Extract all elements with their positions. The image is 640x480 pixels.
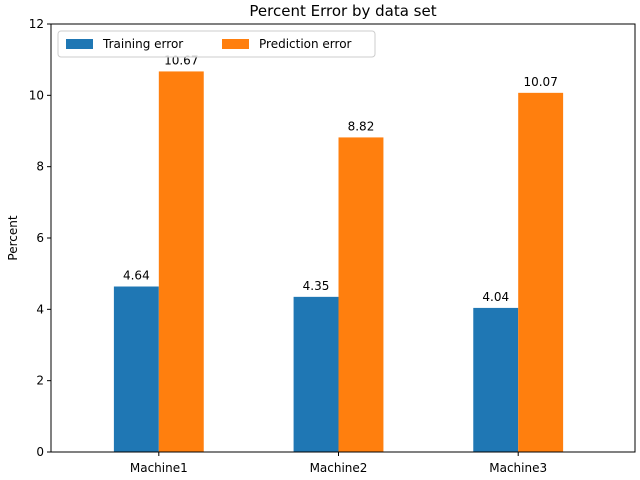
y-tick-label: 2 [36, 374, 44, 388]
bar-prediction-error-machine1 [158, 71, 204, 452]
data-label: 4.35 [303, 279, 330, 293]
x-tick-label: Machine1 [130, 461, 188, 475]
legend: Training error Prediction error [57, 30, 376, 58]
y-tick-label: 10 [29, 88, 44, 102]
y-tick-label: 4 [36, 302, 44, 316]
y-axis-label: Percent [6, 215, 20, 260]
data-label: 4.64 [123, 269, 150, 283]
plot-area: 4.644.354.0410.678.8210.07024681012Machi… [29, 17, 636, 475]
legend-box [57, 30, 376, 58]
bar-training-error-machine2 [293, 296, 339, 452]
legend-label: Training error [102, 37, 183, 51]
y-tick-label: 6 [36, 231, 44, 245]
data-label: 10.07 [523, 75, 557, 89]
legend-swatch [222, 39, 249, 49]
data-label: 4.04 [482, 290, 509, 304]
y-tick-label: 12 [29, 17, 44, 31]
bar-training-error-machine3 [473, 307, 519, 452]
data-label: 8.82 [348, 119, 375, 133]
x-tick-label: Machine3 [489, 461, 547, 475]
x-tick-label: Machine2 [310, 461, 368, 475]
bar-prediction-error-machine3 [518, 92, 564, 452]
chart-title: Percent Error by data set [249, 2, 436, 20]
y-tick-label: 0 [36, 445, 44, 459]
y-tick-label: 8 [36, 160, 44, 174]
bar-training-error-machine1 [113, 286, 159, 452]
legend-swatch [66, 39, 93, 49]
bar-prediction-error-machine2 [338, 137, 384, 453]
legend-label: Prediction error [259, 37, 352, 51]
